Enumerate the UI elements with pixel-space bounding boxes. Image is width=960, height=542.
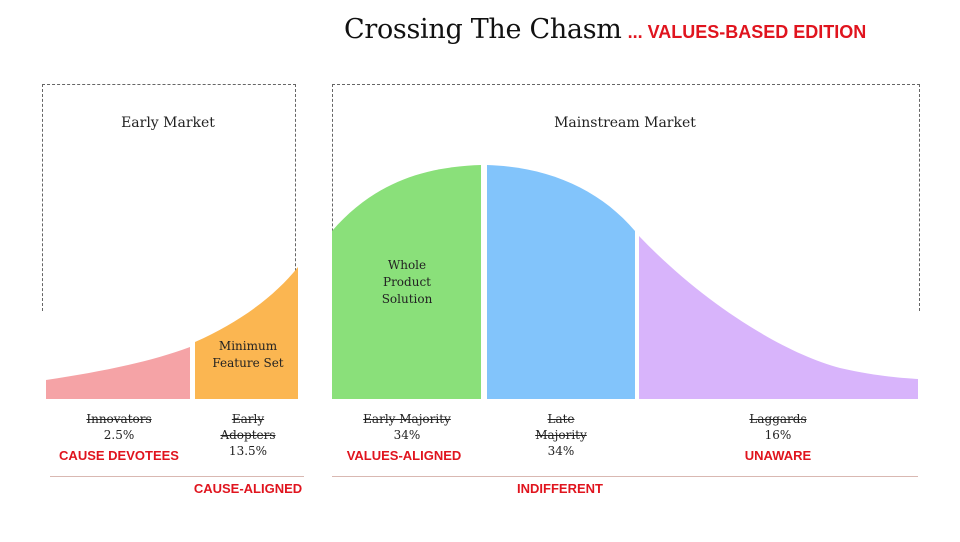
category-innovators: Innovators 2.5%: [86, 411, 151, 443]
segment-laggards: [639, 236, 918, 399]
category-percent: 2.5%: [103, 428, 135, 442]
mainstream-market-box: [332, 84, 920, 311]
whole-product-solution-label: Whole Product Solution: [381, 258, 433, 306]
category-percent: 16%: [764, 428, 792, 442]
segment-late-majority: [487, 165, 635, 399]
category-name-line2: Majority: [535, 428, 587, 442]
segment-innovators: [46, 347, 190, 399]
category-name: Laggards: [749, 412, 807, 426]
category-percent: 13.5%: [228, 444, 268, 458]
category-name-line1: Early: [231, 412, 265, 426]
title-subtitle: ... VALUES-BASED EDITION: [627, 22, 867, 42]
category-early-majority: Early Majority 34%: [363, 411, 451, 443]
segment-early-adopters: [195, 267, 298, 399]
label-cause-aligned: CAUSE-ALIGNED: [193, 481, 303, 496]
label-indifferent: INDIFFERENT: [517, 481, 603, 496]
category-percent: 34%: [393, 428, 421, 442]
category-late-majority: Late Majority 34%: [535, 411, 587, 459]
mainstream-group-line: [332, 476, 918, 477]
page-title: Crossing The Chasm... VALUES-BASED EDITI…: [344, 14, 866, 45]
label-values-aligned: VALUES-ALIGNED: [346, 448, 462, 463]
mainstream-market-label: Mainstream Market: [554, 115, 696, 131]
category-percent: 34%: [547, 444, 575, 458]
segment-early-majority: [332, 165, 481, 399]
label-unaware: UNAWARE: [744, 448, 812, 463]
category-early-adopters: Early Adopters 13.5%: [220, 411, 275, 459]
label-cause-devotees: CAUSE DEVOTEES: [59, 448, 179, 463]
minimum-feature-set-label: Minimum Feature Set: [212, 339, 284, 370]
early-market-label: Early Market: [121, 115, 215, 131]
category-laggards: Laggards 16%: [749, 411, 806, 443]
title-main: Crossing The Chasm: [344, 14, 622, 45]
early-market-box: [42, 84, 296, 311]
category-name: Early Majority: [363, 412, 451, 426]
category-name-line2: Adopters: [220, 428, 276, 442]
category-name: Innovators: [86, 412, 152, 426]
early-market-group-line: [50, 476, 304, 477]
category-name-line1: Late: [547, 412, 575, 426]
